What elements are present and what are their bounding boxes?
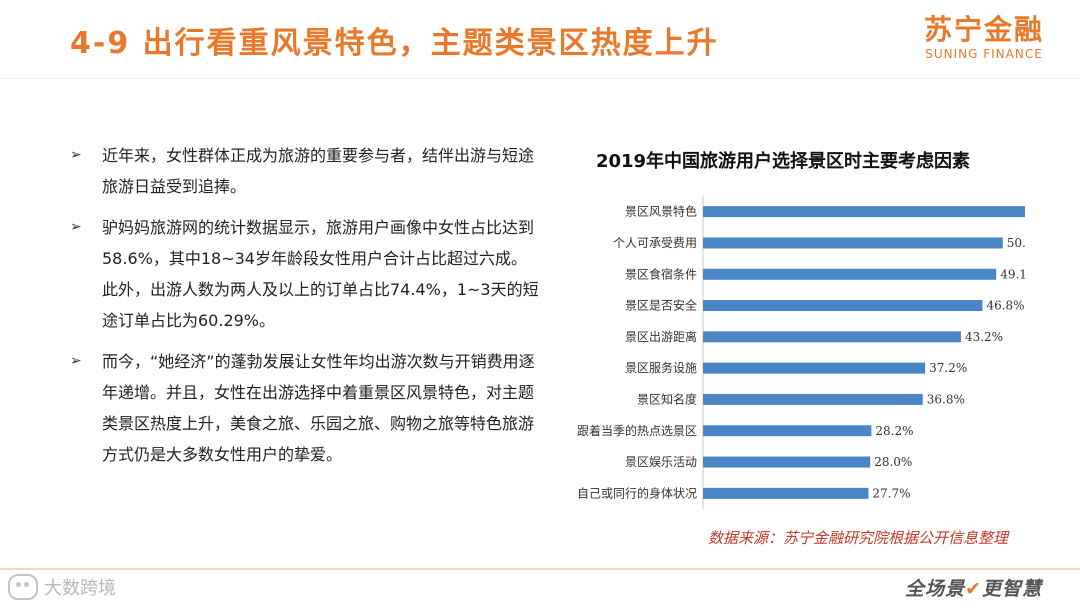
footer-divider bbox=[0, 568, 1080, 570]
brand-name-en: SUNING FINANCE bbox=[925, 47, 1043, 61]
header-divider bbox=[0, 78, 1080, 79]
value-label: 28.0% bbox=[874, 455, 912, 469]
bullet-item: ➢ 近年来，女性群体正成为旅游的重要参与者，结伴出游与短途旅游日益受到追捧。 bbox=[70, 140, 540, 202]
check-icon: ✔ bbox=[965, 578, 982, 600]
category-label: 自己或同行的身体状况 bbox=[577, 485, 697, 500]
value-label: 27.7% bbox=[872, 486, 910, 500]
bullet-text: 驴妈妈旅游网的统计数据显示，旅游用户画像中女性占比达到58.6%，其中18~34… bbox=[102, 218, 539, 330]
bullet-item: ➢ 驴妈妈旅游网的统计数据显示，旅游用户画像中女性占比达到58.6%，其中18~… bbox=[70, 212, 540, 336]
category-label: 景区娱乐活动 bbox=[625, 455, 697, 469]
slogan-part-b: 更智慧 bbox=[981, 578, 1042, 600]
watermark-text: 大数跨境 bbox=[44, 578, 116, 599]
brand-logo: 苏宁金融 SUNING FINANCE bbox=[924, 14, 1044, 62]
value-label: 46.8% bbox=[986, 299, 1024, 313]
bar bbox=[703, 393, 923, 405]
bar bbox=[703, 268, 997, 280]
brand-name-cn: 苏宁金融 bbox=[923, 13, 1044, 46]
category-label: 景区风景特色 bbox=[625, 204, 697, 219]
bar bbox=[703, 362, 926, 374]
slogan-part-a: 全场景 bbox=[905, 578, 966, 600]
bar bbox=[703, 425, 872, 437]
category-label: 个人可承受费用 bbox=[613, 236, 697, 250]
value-label: 28.2% bbox=[875, 424, 913, 438]
bar bbox=[703, 300, 983, 312]
category-label: 景区出游距离 bbox=[625, 329, 697, 344]
bar-chart: 景区风景特色65.1%个人可承受费用50.2%景区食宿条件49.1%景区是否安全… bbox=[577, 196, 1025, 509]
category-label: 景区食宿条件 bbox=[625, 266, 697, 281]
bar bbox=[703, 456, 871, 468]
chart-title: 2019年中国旅游用户选择景区时主要考虑因素 bbox=[595, 151, 971, 172]
value-label: 37.2% bbox=[929, 361, 967, 375]
bar bbox=[703, 331, 961, 343]
value-label: 50.2% bbox=[1007, 236, 1025, 250]
category-label: 景区知名度 bbox=[637, 391, 697, 406]
slogan: 全场景✔更智慧 bbox=[905, 574, 1042, 601]
arrow-bullet-icon: ➢ bbox=[70, 219, 82, 235]
bullet-list: ➢ 近年来，女性群体正成为旅游的重要参与者，结伴出游与短途旅游日益受到追捧。 ➢… bbox=[70, 140, 540, 480]
data-source: 数据来源：苏宁金融研究院根据公开信息整理 bbox=[707, 529, 1008, 547]
category-label: 景区是否安全 bbox=[625, 298, 697, 313]
category-label: 景区服务设施 bbox=[625, 360, 697, 375]
value-label: 36.8% bbox=[927, 392, 965, 406]
header: 4-9 出行看重风景特色，主题类景区热度上升 苏宁金融 SUNING FINAN… bbox=[0, 0, 1080, 78]
bar bbox=[703, 237, 1003, 249]
bullet-text: 而今，“她经济”的蓬勃发展让女性年均出游次数与开销费用逐年递增。并且，女性在出游… bbox=[102, 352, 535, 464]
bar bbox=[703, 487, 869, 499]
category-label: 跟着当季的热点选景区 bbox=[577, 423, 697, 438]
value-label: 49.1% bbox=[1000, 267, 1025, 281]
watermark-logo-icon bbox=[8, 574, 38, 600]
arrow-bullet-icon: ➢ bbox=[70, 353, 82, 369]
bar bbox=[703, 206, 1025, 218]
watermark: 大数跨境 bbox=[8, 574, 116, 600]
value-label: 43.2% bbox=[965, 330, 1003, 344]
bullet-text: 近年来，女性群体正成为旅游的重要参与者，结伴出游与短途旅游日益受到追捧。 bbox=[102, 146, 535, 196]
arrow-bullet-icon: ➢ bbox=[70, 147, 82, 163]
bullet-item: ➢ 而今，“她经济”的蓬勃发展让女性年均出游次数与开销费用逐年递增。并且，女性在… bbox=[70, 346, 540, 470]
page-title: 4-9 出行看重风景特色，主题类景区热度上升 bbox=[70, 26, 719, 61]
